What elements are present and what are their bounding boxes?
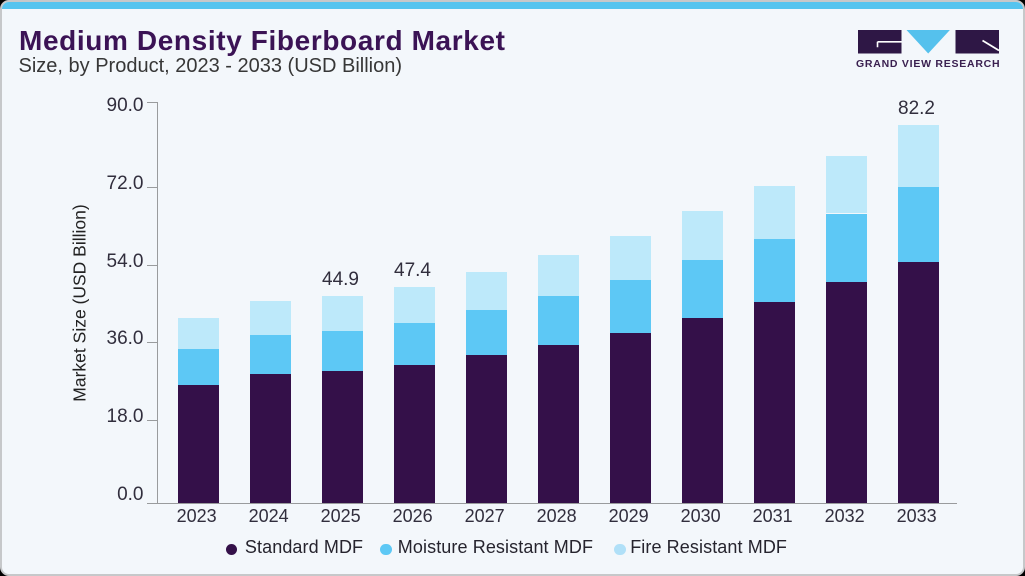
svg-text:GRAND VIEW RESEARCH: GRAND VIEW RESEARCH — [856, 58, 1000, 70]
